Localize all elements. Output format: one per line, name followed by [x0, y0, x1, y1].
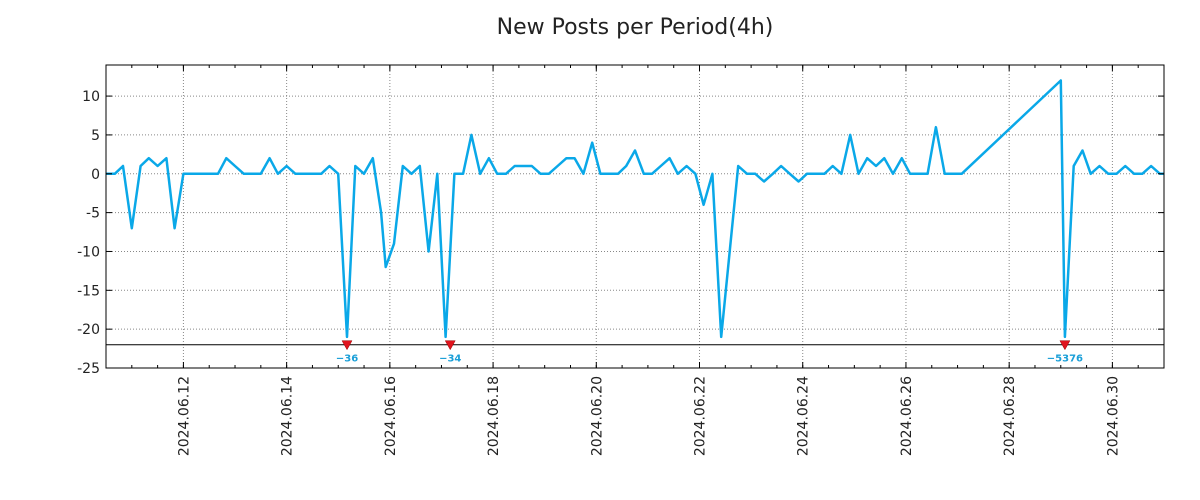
clipped-value-label: −34	[439, 354, 461, 365]
grid-lines	[106, 65, 1164, 368]
y-tick-label: -5	[86, 206, 100, 222]
y-tick-label: -25	[77, 361, 100, 377]
x-tick-label: 2024.06.16	[383, 376, 399, 456]
clipped-marker	[1059, 340, 1071, 351]
y-tick-label: 5	[91, 128, 100, 144]
x-tick-label: 2024.06.14	[280, 376, 296, 456]
y-tick-label: 0	[91, 167, 100, 183]
y-tick-label: -10	[77, 244, 100, 260]
clipped-marker	[341, 340, 353, 351]
chart-title: New Posts per Period(4h)	[496, 15, 774, 40]
y-tick-label: -20	[77, 322, 100, 338]
y-axis: 10 5 0 -5 -10 -15 -20 -25	[77, 89, 1164, 377]
clipped-markers: −36 −34 −5376	[336, 340, 1083, 365]
x-tick-label: 2024.06.18	[486, 376, 502, 456]
clipped-value-label: −5376	[1047, 354, 1083, 365]
clipped-marker	[444, 340, 456, 351]
series-group	[106, 79, 1164, 339]
x-tick-label: 2024.06.30	[1105, 376, 1121, 456]
series-line	[106, 79, 1164, 339]
x-axis: 2024.06.12 2024.06.14 2024.06.16 2024.06.18…	[176, 65, 1121, 456]
x-tick-label: 2024.06.28	[1002, 376, 1018, 456]
clipped-value-label: −36	[336, 354, 358, 365]
x-tick-label: 2024.06.22	[693, 376, 709, 456]
y-tick-label: 10	[82, 89, 100, 105]
y-tick-label: -15	[77, 283, 100, 299]
x-tick-label: 2024.06.20	[589, 376, 605, 456]
plot-area	[106, 65, 1164, 368]
x-tick-label: 2024.06.26	[899, 376, 915, 456]
x-tick-label: 2024.06.12	[176, 376, 192, 456]
x-tick-label: 2024.06.24	[796, 376, 812, 456]
plot-frame	[105, 64, 1165, 369]
